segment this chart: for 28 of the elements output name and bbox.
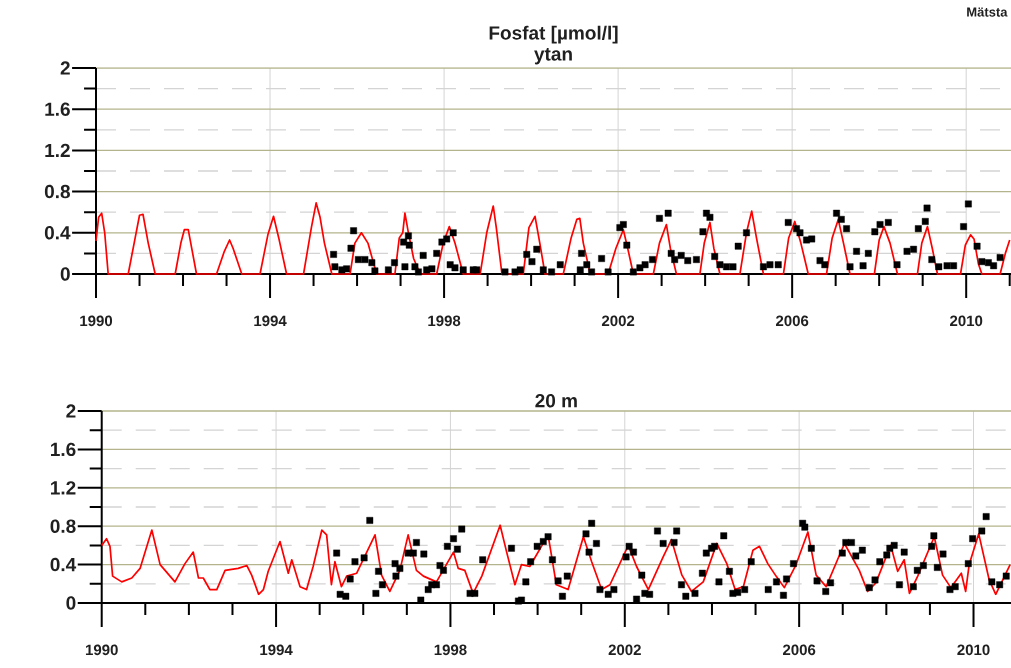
x-tick-label: 1998 (428, 315, 461, 327)
x-tick-label: 2006 (782, 644, 816, 656)
x-tick-label: 1994 (254, 315, 287, 327)
x-tick-label: 1990 (80, 315, 113, 327)
y-tick-label: 1.6 (45, 102, 70, 116)
y-tick-label: 2 (66, 404, 76, 418)
y-tick-label: 1.6 (51, 442, 76, 457)
y-tick-label: 2 (60, 61, 70, 75)
x-tick-label: 2010 (950, 315, 983, 327)
y-tick-label: 0.4 (50, 557, 77, 572)
chart-title: 20 m (535, 394, 577, 408)
x-tick-label: 2002 (601, 315, 635, 327)
x-tick-label: 1994 (260, 644, 293, 656)
y-tick-label: 0.8 (50, 519, 76, 533)
y-tick-label: 0.8 (44, 184, 70, 199)
x-tick-label: 2002 (608, 644, 641, 656)
y-tick-label: 0 (60, 267, 70, 281)
y-tick-label: 1.2 (45, 143, 70, 158)
x-tick-label: 1998 (434, 644, 467, 656)
x-tick-label: 2006 (775, 315, 809, 327)
chart-subtitle: ytan (534, 48, 572, 65)
text: Mätsta (967, 7, 1008, 17)
x-tick-label: 1990 (85, 644, 118, 656)
y-tick-label: 1.2 (51, 481, 76, 495)
chart-title: Fosfat [µmol/l] (489, 25, 618, 44)
x-tick-label: 2010 (957, 644, 990, 656)
y-tick-label: 0.4 (44, 226, 71, 240)
y-tick-label: 0 (66, 596, 76, 610)
